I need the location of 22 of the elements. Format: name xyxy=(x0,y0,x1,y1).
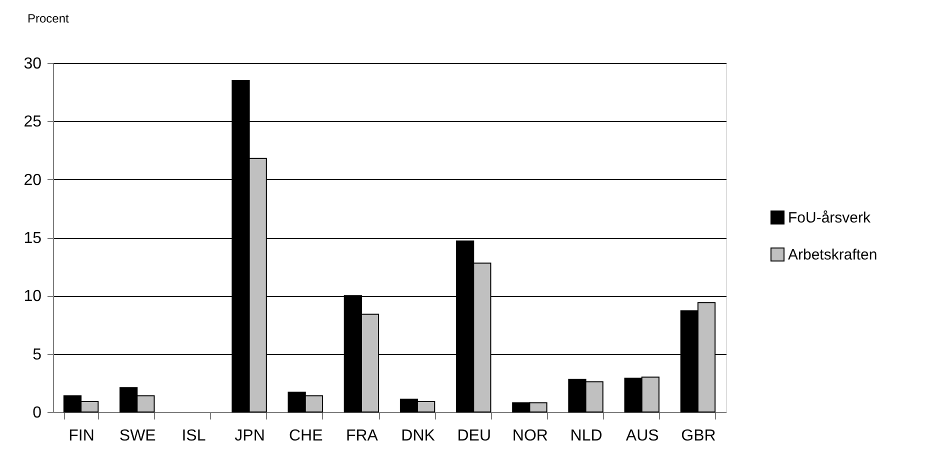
legend-label: Arbetskraften xyxy=(788,246,878,264)
x-tick-label: NOR xyxy=(512,428,548,444)
y-tick-label: 25 xyxy=(24,114,42,131)
y-tick-label: 15 xyxy=(24,230,42,247)
y-tick-label: 20 xyxy=(24,172,42,189)
x-tick-label: GBR xyxy=(681,428,716,444)
y-tick-label: 0 xyxy=(32,404,42,422)
y-tick-label: 30 xyxy=(24,56,42,72)
y-axis-title: Procent xyxy=(28,12,70,26)
legend-label: FoU-årsverk xyxy=(788,210,872,226)
x-tick-label: CHE xyxy=(288,428,323,444)
y-tick-label: 10 xyxy=(24,288,42,306)
x-tick-label: DNK xyxy=(401,428,436,444)
y-tick-label: 5 xyxy=(32,346,42,364)
x-tick-label: DEU xyxy=(457,428,492,444)
x-tick-label: FIN xyxy=(68,428,94,444)
x-tick-label: SWE xyxy=(119,428,156,444)
x-tick-label: JPN xyxy=(234,428,265,444)
x-tick-label: NLD xyxy=(570,428,602,444)
x-tick-label: AUS xyxy=(626,428,659,444)
x-tick-label: FRA xyxy=(346,428,378,444)
x-tick-label: ISL xyxy=(182,428,206,444)
